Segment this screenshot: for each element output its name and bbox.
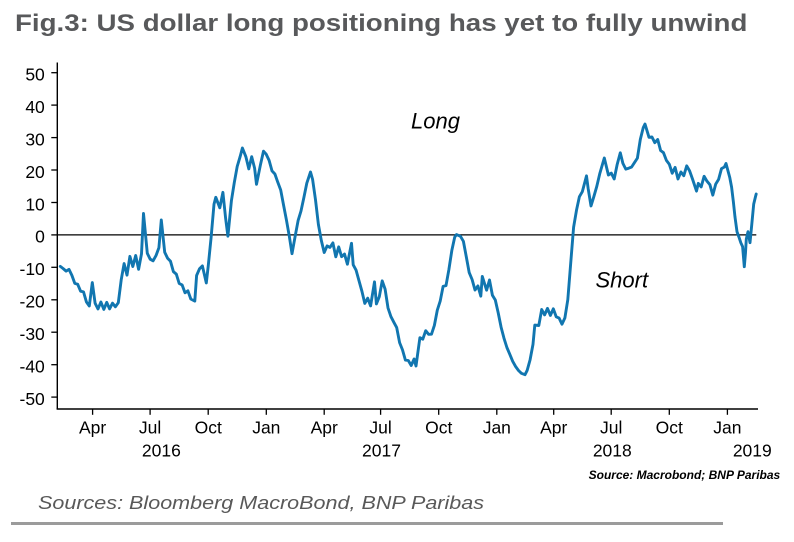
svg-text:2019: 2019 [733, 441, 772, 461]
svg-text:Jul: Jul [369, 418, 391, 438]
svg-text:Apr: Apr [311, 418, 338, 438]
svg-text:Jan: Jan [483, 418, 511, 438]
svg-text:-50: -50 [20, 389, 46, 409]
svg-text:Apr: Apr [79, 418, 106, 438]
svg-text:50: 50 [25, 65, 45, 85]
svg-text:30: 30 [25, 129, 45, 149]
svg-text:20: 20 [25, 162, 45, 182]
svg-text:Oct: Oct [425, 418, 452, 438]
svg-text:0: 0 [35, 227, 45, 247]
svg-text:-20: -20 [20, 292, 46, 312]
svg-text:Jan: Jan [713, 418, 741, 438]
svg-text:Oct: Oct [195, 418, 222, 438]
svg-text:Jul: Jul [600, 418, 622, 438]
svg-text:-30: -30 [20, 324, 46, 344]
svg-text:Short: Short [596, 268, 649, 293]
svg-text:40: 40 [25, 97, 45, 117]
svg-text:2018: 2018 [593, 441, 632, 461]
svg-text:Jul: Jul [139, 418, 161, 438]
svg-text:10: 10 [25, 194, 45, 214]
svg-text:Apr: Apr [540, 418, 567, 438]
svg-text:-10: -10 [20, 259, 46, 279]
svg-text:2017: 2017 [362, 441, 401, 461]
svg-text:Oct: Oct [656, 418, 683, 438]
svg-text:-40: -40 [20, 357, 46, 377]
svg-text:2016: 2016 [142, 441, 181, 461]
svg-text:Long: Long [411, 109, 461, 134]
svg-text:Jan: Jan [252, 418, 280, 438]
